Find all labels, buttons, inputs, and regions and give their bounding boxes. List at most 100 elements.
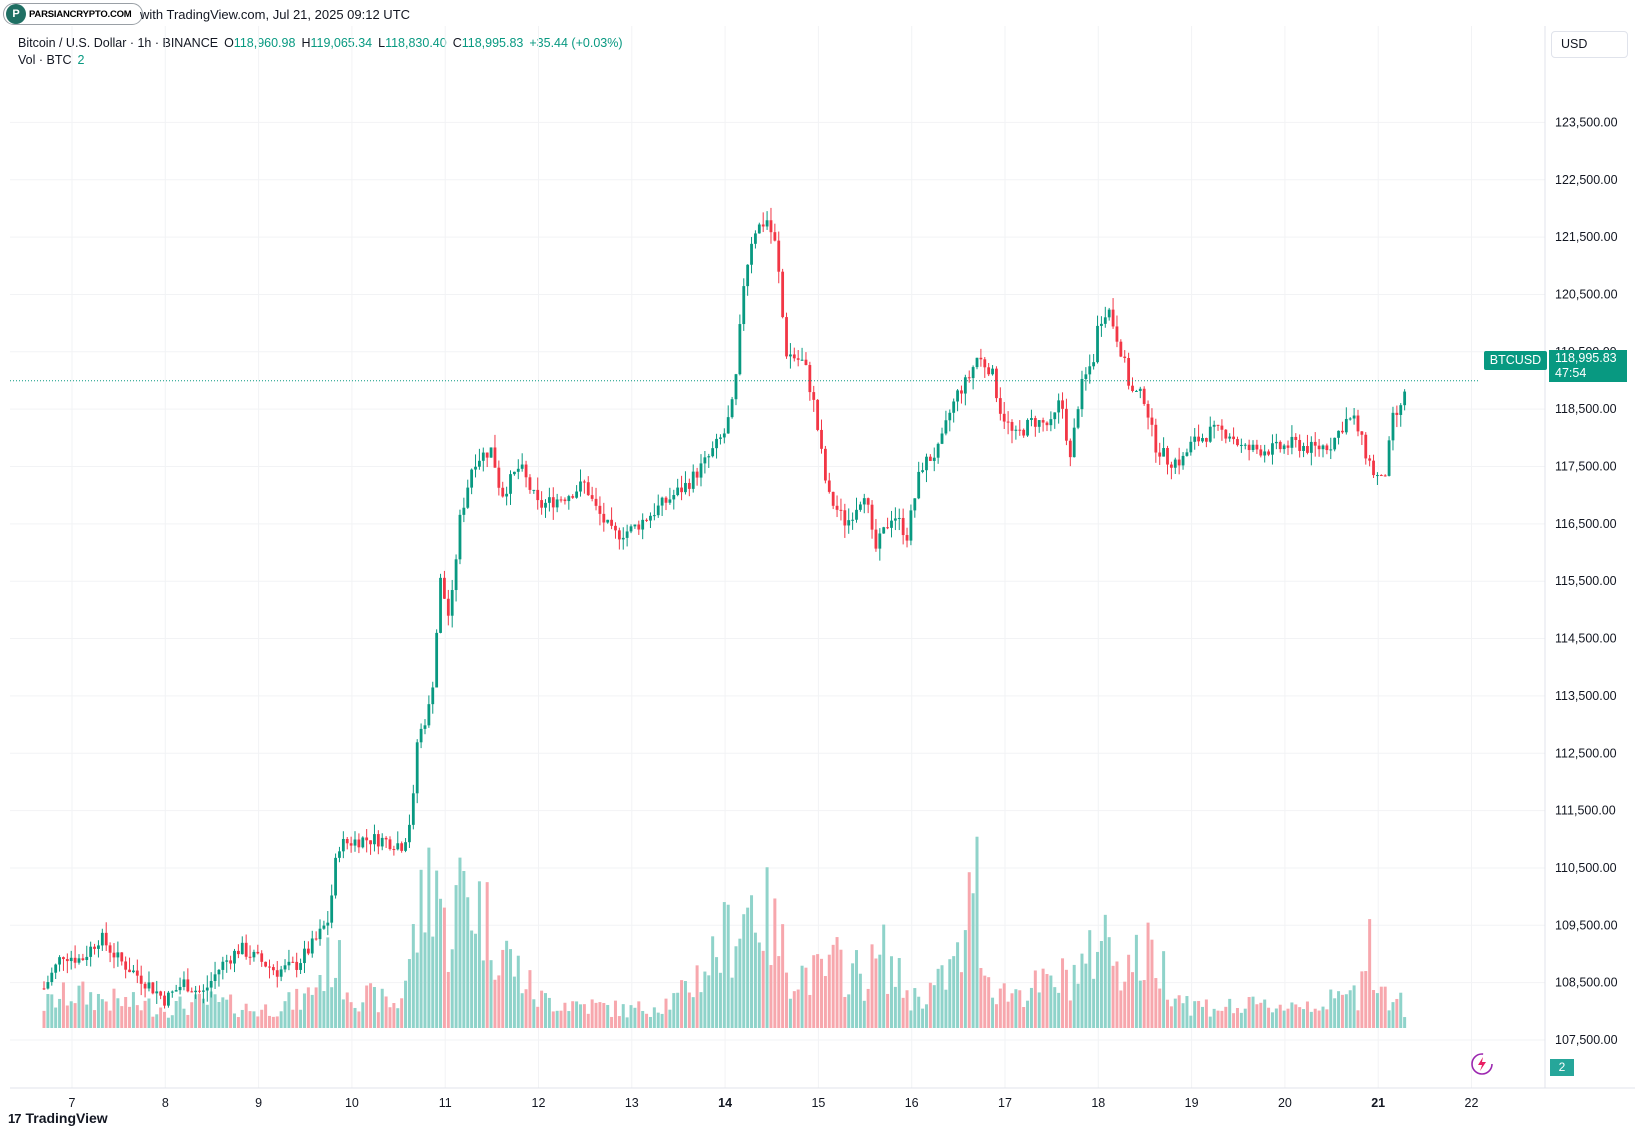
volume-bar	[1255, 1004, 1259, 1028]
candle	[1344, 407, 1348, 435]
candle	[668, 487, 672, 505]
price-tick-label: 108,500.00	[1555, 976, 1618, 990]
volume-bar	[831, 944, 835, 1028]
candle	[493, 434, 497, 468]
low-label: L	[378, 36, 386, 50]
volume-bar	[392, 1003, 396, 1028]
candle	[400, 841, 404, 853]
volume-bar	[983, 975, 987, 1028]
candle	[1325, 443, 1329, 455]
volume-bar	[765, 867, 769, 1028]
volume-bar	[629, 1005, 633, 1028]
candle	[1232, 427, 1235, 445]
volume-bar	[1041, 968, 1045, 1028]
volume-bar	[963, 930, 967, 1028]
candle	[995, 366, 998, 403]
candle	[1383, 474, 1387, 477]
volume-bar	[1247, 997, 1251, 1028]
candle	[505, 486, 509, 506]
volume-bar	[1111, 965, 1115, 1028]
price-tick-label: 118,500.00	[1555, 402, 1617, 416]
candle	[567, 494, 571, 510]
volume-bar	[703, 971, 707, 1028]
volume-bar	[1356, 1010, 1360, 1028]
volume-bar	[1107, 937, 1111, 1028]
candle	[660, 496, 664, 516]
logo-icon: P	[6, 4, 26, 24]
candle	[46, 975, 50, 990]
lightning-icon[interactable]	[1470, 1052, 1494, 1076]
candle	[143, 981, 147, 998]
price-axis[interactable]: 107,500.00 108,500.00 109,500.00 110,500.00…	[1555, 115, 1618, 1047]
candle	[540, 491, 544, 515]
candle	[1018, 420, 1022, 436]
candle	[1286, 440, 1290, 455]
candle	[789, 343, 792, 369]
volume-bar	[613, 1000, 617, 1028]
date-tick-label: 20	[1278, 1096, 1292, 1110]
candle	[104, 922, 108, 952]
candle	[268, 959, 271, 979]
candle	[831, 491, 835, 510]
candle	[1006, 411, 1010, 435]
volume-bar	[1204, 999, 1208, 1028]
candle	[1379, 474, 1383, 477]
candle	[462, 497, 466, 523]
volume-bar	[42, 1010, 46, 1028]
candle	[1057, 393, 1061, 424]
volume-bar	[594, 1002, 598, 1028]
volume-bar	[1057, 992, 1061, 1028]
candle	[198, 985, 201, 994]
volume-bar	[178, 996, 182, 1028]
candle	[489, 447, 493, 458]
volume-bar	[924, 1004, 928, 1028]
candle	[571, 494, 575, 499]
volume-bar	[225, 999, 229, 1028]
tradingview-brand[interactable]: 17 TradingView	[8, 1110, 108, 1126]
volume-bar	[1154, 978, 1158, 1028]
candle	[124, 956, 128, 979]
volume-bar	[1033, 970, 1037, 1028]
candle	[633, 524, 637, 529]
volume-bar	[637, 1001, 641, 1028]
candle	[703, 450, 707, 474]
price-tick-label: 121,500.00	[1555, 230, 1618, 244]
volume-bar	[854, 950, 858, 1028]
volume-bar	[236, 1017, 240, 1028]
volume-bar	[1224, 1006, 1228, 1028]
volume-bar	[610, 1016, 614, 1028]
volume-bar	[1340, 994, 1344, 1028]
candle	[186, 968, 190, 993]
candle	[221, 956, 225, 980]
volume-bar	[1395, 998, 1399, 1028]
volume-bar	[431, 936, 435, 1028]
volume-bar	[901, 997, 905, 1028]
candle	[536, 477, 540, 510]
candle	[1084, 367, 1088, 391]
volume-bar	[1029, 987, 1033, 1028]
candle	[925, 453, 928, 483]
volume-bar	[598, 1002, 602, 1028]
currency-button[interactable]: USD	[1551, 31, 1628, 58]
candle	[295, 952, 299, 978]
volume-bar	[489, 960, 493, 1028]
candle	[283, 959, 287, 973]
volume-bar	[606, 1004, 610, 1028]
candle	[159, 990, 163, 1000]
volume-bar	[1220, 1010, 1224, 1028]
symbol-description[interactable]: Bitcoin / U.S. Dollar · 1h · BINANCE	[18, 36, 219, 50]
candle	[897, 508, 901, 531]
candle	[843, 503, 847, 538]
volume-bar	[808, 994, 812, 1028]
candle	[481, 447, 485, 472]
candle	[971, 365, 975, 390]
volume-bars	[42, 836, 1407, 1028]
volume-label[interactable]: Vol · BTC	[18, 53, 72, 67]
candle	[1030, 409, 1033, 427]
candle	[722, 428, 726, 444]
time-axis[interactable]: 7 8 9 10 11 12 13 14 15 16 17 18 19 20 21 22	[69, 1096, 1479, 1110]
candle	[287, 949, 291, 971]
volume-bar	[128, 1006, 132, 1028]
volume-bar	[283, 1001, 287, 1028]
